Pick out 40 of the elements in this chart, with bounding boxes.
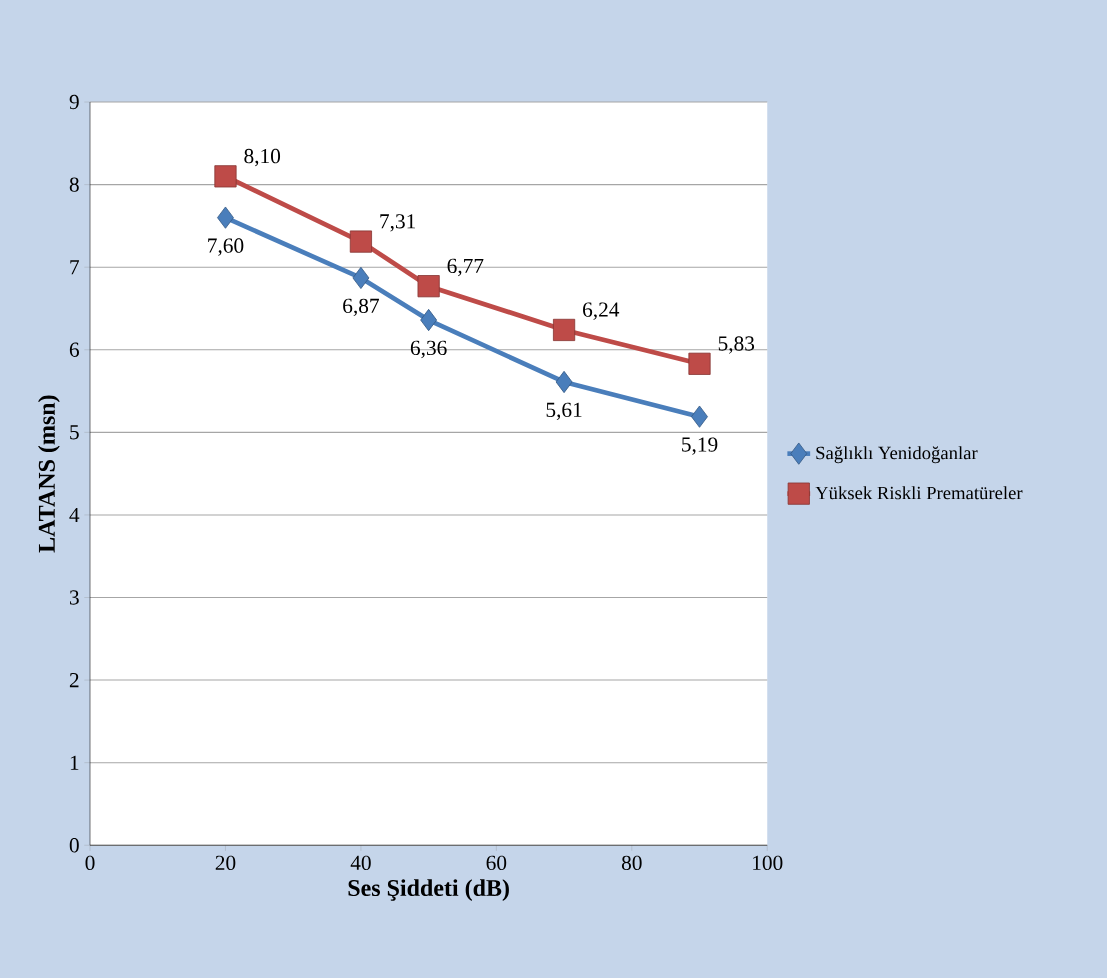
point	[555, 370, 573, 393]
legend-label: Yüksek Riskli Prematüreler	[815, 486, 1023, 500]
point	[417, 274, 440, 298]
y-tick-label: 2	[69, 672, 79, 688]
point	[352, 266, 370, 289]
x-tick-label: 100	[753, 855, 783, 870]
data-label: 6,36	[410, 340, 447, 359]
y-tick-label: 3	[69, 590, 79, 605]
data-label: 6,77	[447, 258, 484, 276]
x-tick-label: 20	[215, 855, 236, 870]
data-label: 6,87	[343, 298, 379, 316]
point	[688, 352, 711, 375]
point	[349, 230, 372, 253]
point	[553, 318, 576, 341]
y-tick-label: 4	[69, 507, 80, 522]
y-tick-label: 0	[69, 837, 79, 853]
data-label: 7,31	[380, 214, 416, 232]
y-tick-label: 8	[69, 177, 79, 192]
y-axis-title: LATANS (msn)	[38, 395, 60, 553]
y-tick-label: 1	[70, 755, 79, 770]
y-tick-label: 5	[70, 425, 79, 440]
data-label: 8,10	[244, 148, 281, 167]
point	[214, 165, 237, 188]
data-label: 5,83	[718, 336, 755, 354]
data-label: 6,24	[583, 302, 620, 320]
y-tick-label: 6	[69, 342, 79, 357]
data-label: 7,60	[208, 238, 244, 256]
x-axis-title: Ses Şiddeti (dB)	[348, 879, 509, 901]
x-tick-label: 40	[350, 855, 371, 870]
point	[217, 206, 234, 229]
x-tick-label: 80	[621, 855, 642, 870]
data-label: 5,19	[682, 437, 718, 455]
y-tick-label: 9	[69, 94, 79, 110]
y-tick-label: 7	[70, 260, 80, 275]
x-tick-label: 60	[486, 855, 507, 870]
point	[691, 405, 708, 428]
point	[420, 308, 438, 331]
data-label: 5,61	[546, 402, 582, 420]
x-tick-label: 0	[85, 855, 95, 870]
legend-label: Sağlıklı Yenidoğanlar	[816, 446, 978, 464]
